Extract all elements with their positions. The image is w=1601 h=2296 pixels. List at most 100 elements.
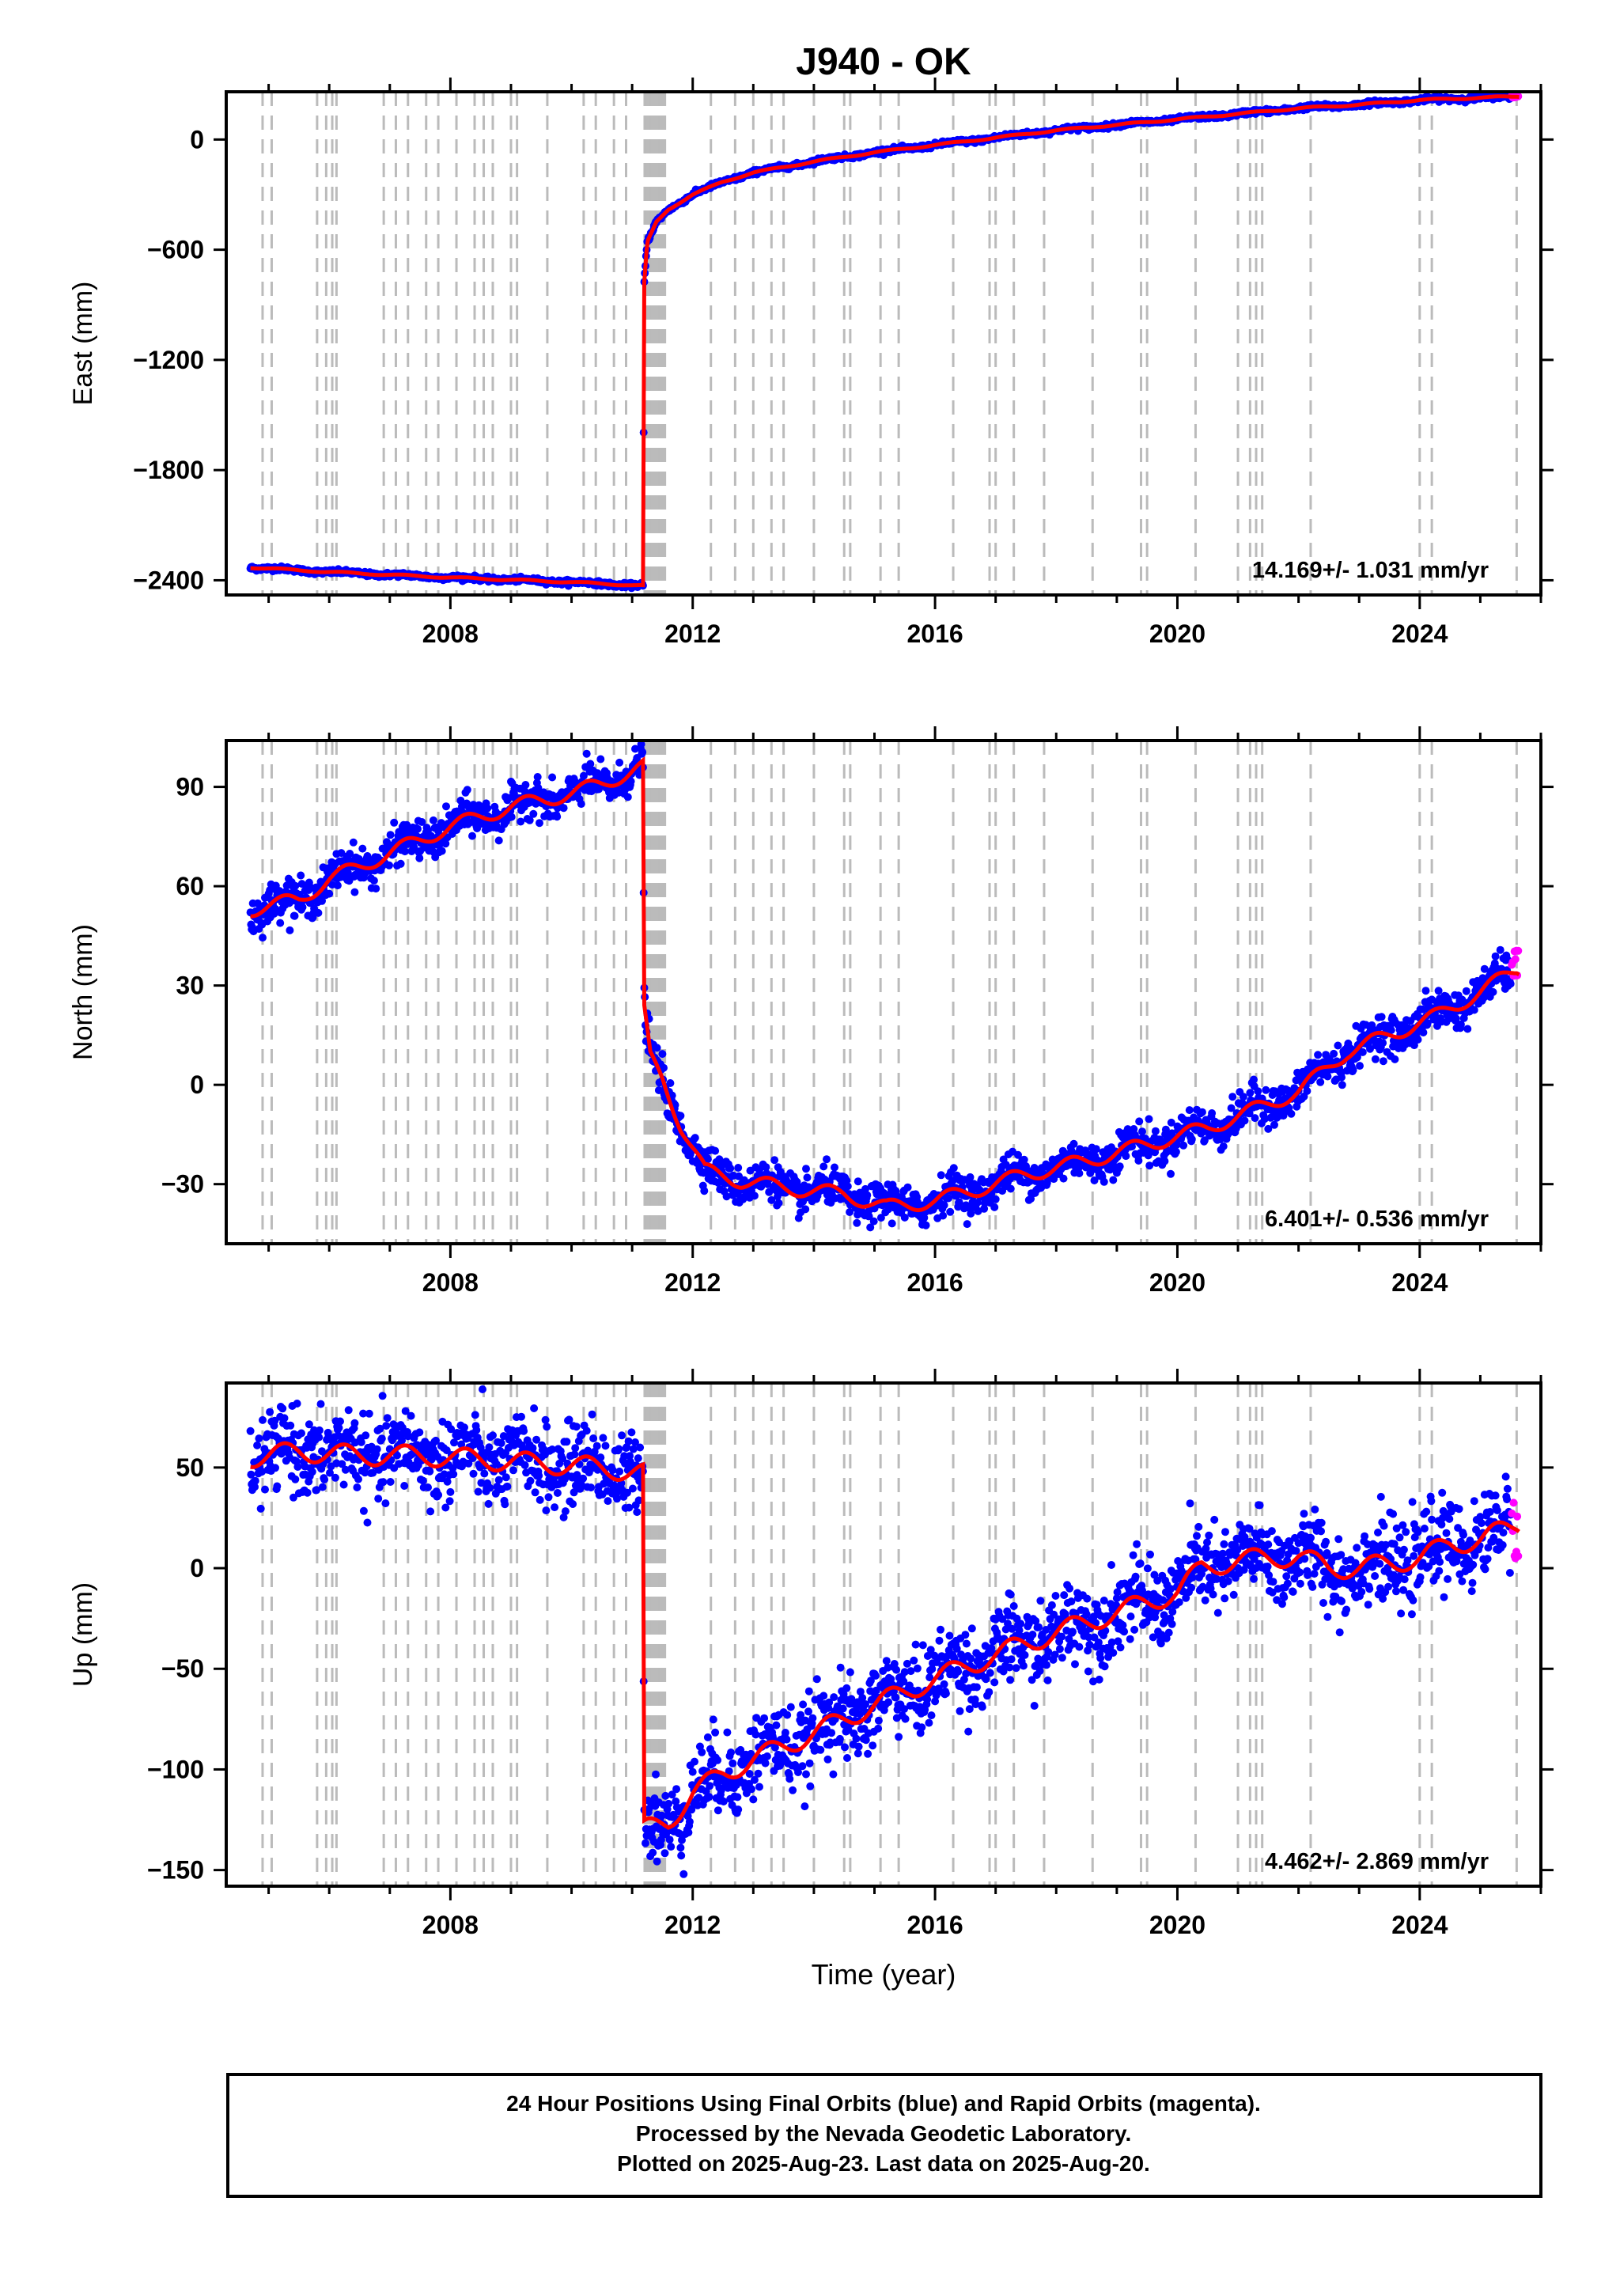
data-point <box>273 1482 282 1491</box>
data-point <box>1138 1127 1146 1136</box>
data-point <box>1414 1036 1422 1044</box>
data-point <box>363 1518 372 1527</box>
data-point <box>318 896 326 905</box>
data-point <box>251 1476 259 1485</box>
data-point <box>477 1479 486 1487</box>
data-point <box>1171 1147 1180 1156</box>
model-fit-line <box>250 94 1520 588</box>
data-point <box>861 1184 869 1193</box>
data-point <box>501 1500 509 1509</box>
data-point <box>427 1455 436 1464</box>
data-point <box>586 760 595 768</box>
data-point <box>770 1156 779 1165</box>
data-point <box>359 1506 368 1515</box>
data-point <box>722 1192 731 1201</box>
data-point <box>361 1431 370 1440</box>
data-point <box>726 1164 735 1173</box>
data-point <box>474 1487 483 1496</box>
data-point <box>1489 987 1497 996</box>
data-point <box>344 1406 353 1415</box>
data-point <box>276 919 285 927</box>
data-point <box>1470 1006 1478 1014</box>
data-point <box>320 1476 329 1483</box>
plot-frame <box>225 739 1542 1245</box>
data-point <box>1109 1176 1118 1184</box>
data-point <box>940 1201 948 1210</box>
data-point <box>324 1432 333 1441</box>
data-point <box>991 1195 1000 1203</box>
data-point <box>298 903 307 911</box>
data-point <box>353 1483 361 1491</box>
data-point <box>843 1182 852 1191</box>
data-point <box>1323 1072 1332 1081</box>
data-point <box>865 1212 873 1221</box>
data-point <box>863 1191 872 1199</box>
data-point <box>1379 1039 1387 1048</box>
data-point <box>390 818 399 827</box>
data-point <box>967 1209 975 1218</box>
data-point <box>1377 1013 1386 1021</box>
data-point <box>1480 993 1488 1002</box>
x-tick-label: 2020 <box>1149 619 1205 648</box>
data-point <box>396 859 405 868</box>
plot-title: J940 - OK <box>796 41 971 83</box>
data-point <box>503 1482 512 1491</box>
data-point <box>1418 1005 1427 1013</box>
data-point <box>596 755 605 763</box>
data-point <box>553 813 562 821</box>
data-point <box>1239 1093 1247 1101</box>
data-point <box>1135 1117 1144 1126</box>
data-point <box>382 1422 391 1430</box>
y-tick-label: 60 <box>176 872 204 900</box>
data-point <box>660 1063 668 1072</box>
data-point <box>415 854 424 862</box>
data-point <box>398 1436 407 1445</box>
data-point <box>483 804 492 813</box>
data-point <box>339 1480 348 1489</box>
data-point <box>1366 1044 1374 1053</box>
data-point <box>853 1177 862 1186</box>
data-point <box>247 1470 255 1479</box>
data-point <box>1287 1109 1296 1118</box>
data-point <box>376 1424 384 1433</box>
data-point <box>432 1436 440 1445</box>
data-point <box>374 1495 383 1503</box>
data-point <box>676 1112 685 1120</box>
data-point <box>1456 1020 1465 1029</box>
data-point <box>507 813 516 821</box>
model-fit-line <box>250 756 1520 1213</box>
data-point <box>480 1469 489 1478</box>
data-point <box>246 1426 255 1435</box>
data-point <box>414 824 422 833</box>
data-point <box>275 887 284 896</box>
data-point <box>1198 1108 1206 1116</box>
data-point <box>415 1428 424 1437</box>
data-point <box>297 1429 305 1438</box>
data-point <box>457 1440 466 1449</box>
x-tick-label: 2008 <box>422 1268 479 1297</box>
data-point <box>346 850 354 858</box>
data-point <box>1122 1152 1130 1161</box>
data-point <box>1423 1019 1432 1028</box>
data-point <box>291 881 300 890</box>
data-point <box>435 840 444 849</box>
data-point <box>1419 1029 1428 1036</box>
data-point <box>831 1163 838 1172</box>
data-point <box>326 1468 334 1477</box>
x-tick-label: 2012 <box>664 1268 721 1297</box>
data-point <box>638 748 647 756</box>
data-point <box>774 1199 783 1207</box>
data-point <box>1462 987 1470 995</box>
data-point <box>559 804 568 813</box>
data-point <box>369 877 378 885</box>
x-tick-label: 2020 <box>1149 1268 1205 1297</box>
data-point <box>351 1438 360 1447</box>
data-point <box>869 1217 878 1226</box>
data-point <box>494 836 503 845</box>
data-point <box>1480 964 1489 973</box>
data-point <box>443 1477 452 1486</box>
data-point <box>802 1165 810 1173</box>
velocity-rate-label: 6.401+/- 0.536 mm/yr <box>1265 1207 1489 1232</box>
data-point <box>489 1431 497 1440</box>
data-point <box>1338 1073 1346 1082</box>
